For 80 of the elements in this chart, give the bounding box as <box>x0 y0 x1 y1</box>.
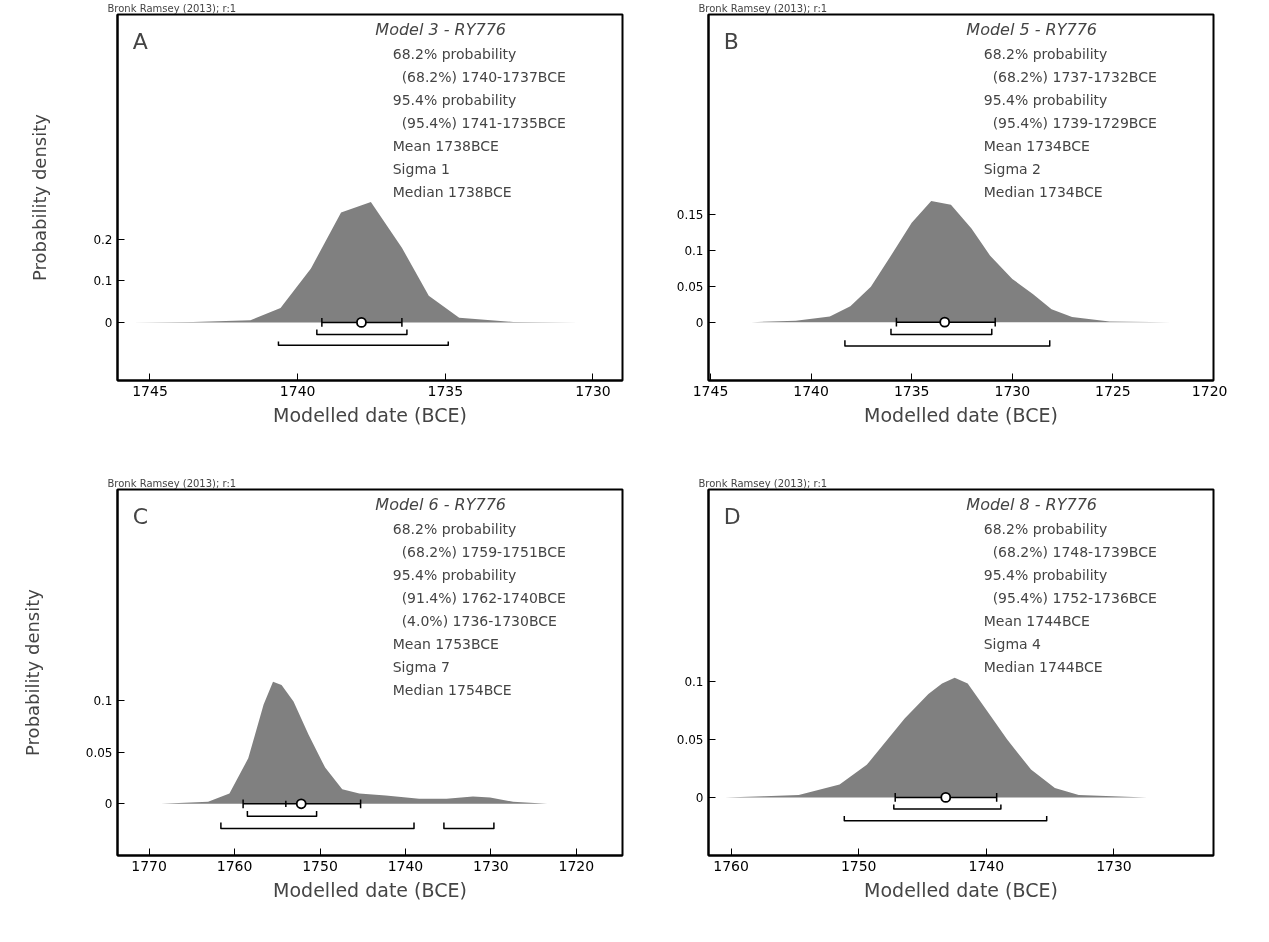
annotation: (91.4%) 1762-1740BCE <box>392 589 566 606</box>
text: Bronk Ramsey (2013); r:1 <box>698 3 828 14</box>
chart-title: Model 6 - RY776 <box>375 494 507 514</box>
x-tick-label: 1730 <box>994 382 1031 399</box>
annotation: Mean 1734BCE <box>983 137 1090 154</box>
x-tick-label: 1725 <box>1095 382 1131 399</box>
annotation: (68.2%) 1740-1737BCE <box>392 68 566 85</box>
x-axis-title: Modelled date (BCE) <box>864 403 1058 426</box>
x-tick-label: 1770 <box>131 857 167 874</box>
annotation: Median 1738BCE <box>392 183 512 200</box>
chart-title: Model 5 - RY776 <box>966 19 1098 39</box>
annotation: (95.4%) 1739-1729BCE <box>983 114 1157 131</box>
x-tick-label: 1740 <box>793 382 829 399</box>
annotation: 95.4% probability <box>983 566 1108 583</box>
annotation: 95.4% probability <box>983 91 1108 108</box>
annotation: Sigma 2 <box>983 160 1041 177</box>
x-tick-label: 1730 <box>473 857 509 874</box>
annotation: A <box>132 29 148 55</box>
x-tick-label: 1720 <box>558 857 595 874</box>
annotation: (95.4%) 1752-1736BCE <box>983 589 1157 606</box>
x-tick-label: 1750 <box>302 857 338 874</box>
chart-title: Model 8 - RY776 <box>966 494 1098 514</box>
y-tick-label: 0.1 <box>93 693 113 708</box>
annotation: Sigma 4 <box>983 635 1042 652</box>
chart-title: Model 3 - RY776 <box>375 19 507 39</box>
x-tick-label: 1730 <box>1096 857 1132 874</box>
y-tick-label: 0.15 <box>676 207 704 222</box>
annotation: 95.4% probability <box>392 91 517 108</box>
annotation: 95.4% probability <box>392 566 517 583</box>
x-tick-label: 1740 <box>968 857 1005 874</box>
x-tick-label: 1735 <box>893 382 930 399</box>
text: Bronk Ramsey (2013); r:1 <box>107 3 237 14</box>
x-axis-title: Modelled date (BCE) <box>273 878 467 901</box>
annotation: Median 1744BCE <box>983 658 1103 675</box>
y-tick-label: 0 <box>104 797 113 812</box>
x-tick-label: 1740 <box>279 382 316 399</box>
x-tick-label: 1745 <box>132 382 168 399</box>
annotation: 68.2% probability <box>983 45 1108 62</box>
y-axis-title: Probability density <box>21 588 43 756</box>
x-axis-title: Modelled date (BCE) <box>273 403 467 426</box>
annotation: 68.2% probability <box>392 45 517 62</box>
annotation: Mean 1738BCE <box>392 137 499 154</box>
y-tick-label: 0 <box>695 790 704 805</box>
x-tick-label: 1730 <box>575 382 611 399</box>
annotation: (68.2%) 1759-1751BCE <box>392 543 566 560</box>
y-tick-label: 0.05 <box>676 732 704 747</box>
annotation: 68.2% probability <box>983 520 1108 537</box>
annotation: (68.2%) 1748-1739BCE <box>983 543 1157 560</box>
annotation: Median 1754BCE <box>392 681 512 698</box>
y-tick-label: 0 <box>104 315 113 330</box>
y-tick-label: 0 <box>695 315 704 330</box>
y-tick-label: 0.2 <box>93 232 113 247</box>
annotation: C <box>132 504 149 530</box>
y-tick-label: 0.1 <box>684 243 704 258</box>
x-tick-label: 1750 <box>840 857 877 874</box>
annotation: Sigma 1 <box>392 160 450 177</box>
annotation: (68.2%) 1737-1732BCE <box>983 68 1157 85</box>
y-axis-title: Probability density <box>29 113 51 281</box>
annotation: Mean 1753BCE <box>392 635 499 652</box>
annotation: Median 1734BCE <box>983 183 1103 200</box>
text: Bronk Ramsey (2013); r:1 <box>698 478 828 489</box>
annotation: (4.0%) 1736-1730BCE <box>392 612 557 629</box>
annotation: D <box>723 504 741 530</box>
y-tick-label: 0.1 <box>93 274 113 289</box>
y-tick-label: 0.05 <box>85 745 113 760</box>
text: Bronk Ramsey (2013); r:1 <box>107 478 237 489</box>
x-tick-label: 1735 <box>427 382 464 399</box>
x-tick-label: 1745 <box>692 382 729 399</box>
y-tick-label: 0.05 <box>676 279 704 294</box>
x-axis-title: Modelled date (BCE) <box>864 878 1058 901</box>
y-tick-label: 0.1 <box>684 674 704 689</box>
annotation: 68.2% probability <box>392 520 517 537</box>
annotation: Mean 1744BCE <box>983 612 1090 629</box>
annotation: Sigma 7 <box>392 658 450 675</box>
x-tick-label: 1720 <box>1191 382 1228 399</box>
x-tick-label: 1760 <box>216 857 253 874</box>
x-tick-label: 1740 <box>387 857 424 874</box>
x-tick-label: 1760 <box>713 857 749 874</box>
annotation: B <box>723 29 739 55</box>
annotation: (95.4%) 1741-1735BCE <box>392 114 566 131</box>
